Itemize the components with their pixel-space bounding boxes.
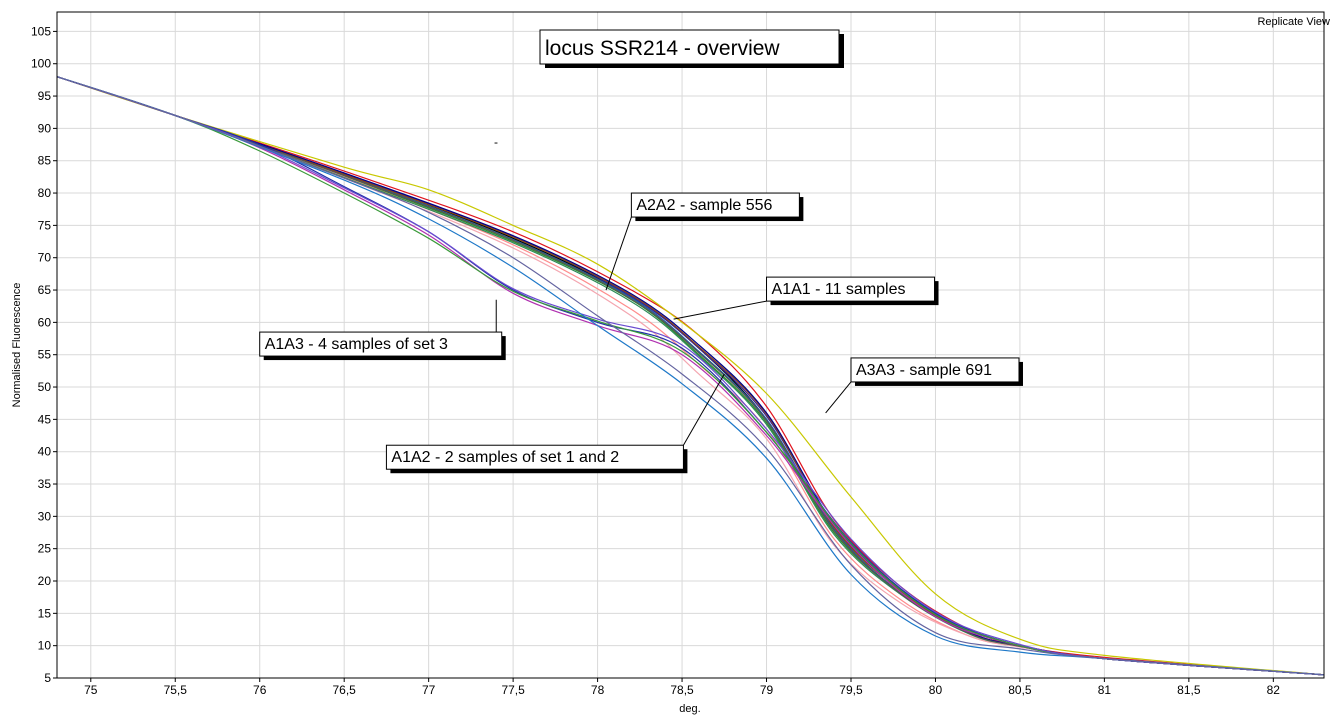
annotation-box <box>630 192 800 218</box>
y-tick-label: 15 <box>38 606 52 620</box>
melt-curve-line <box>56 76 1325 676</box>
y-tick-label: 10 <box>38 639 52 653</box>
y-tick-label: 90 <box>38 121 52 135</box>
annotation-label: A3A3 - sample 691 <box>856 362 992 379</box>
y-tick-label: 35 <box>38 477 52 491</box>
annotation-label: A1A3 - 4 samples of set 3 <box>265 336 448 353</box>
y-tick-label: 45 <box>38 412 52 426</box>
annotation-callout: A1A1 - 11 samples <box>673 276 939 320</box>
y-axis-title: Normalised Fluorescence <box>11 283 23 408</box>
annotation-callout: A1A2 - 2 samples of set 1 and 2 <box>385 373 725 474</box>
annotation-leader-line <box>673 300 767 320</box>
x-tick-label: 75 <box>84 683 98 697</box>
chart-title-box: locus SSR214 - overview <box>539 29 844 68</box>
y-tick-label: 85 <box>38 154 52 168</box>
annotation-leader-line <box>682 373 725 446</box>
x-axis-title: deg. <box>679 703 700 715</box>
x-tick-label: 78,5 <box>670 683 694 697</box>
y-tick-label: 105 <box>31 24 51 38</box>
y-tick-label: 30 <box>38 509 52 523</box>
annotation-callout: A1A3 - 4 samples of set 3 <box>259 299 506 361</box>
annotation-callout: A3A3 - sample 691 <box>825 357 1023 414</box>
y-tick-label: 55 <box>38 348 52 362</box>
melt-curve-line <box>56 76 1325 676</box>
x-tick-label: 81,5 <box>1177 683 1201 697</box>
x-tick-label: 77 <box>422 683 436 697</box>
annotation-box <box>766 276 936 302</box>
y-tick-label: 25 <box>38 542 52 556</box>
x-tick-label: 76,5 <box>333 683 357 697</box>
annotation-leader-line <box>825 381 852 414</box>
x-tick-label: 81 <box>1098 683 1112 697</box>
y-tick-label: 20 <box>38 574 52 588</box>
annotation-label: A1A1 - 11 samples <box>772 281 906 298</box>
y-tick-label: 80 <box>38 186 52 200</box>
y-tick-label: 50 <box>38 380 52 394</box>
x-tick-label: 79,5 <box>839 683 863 697</box>
y-tick-label: 65 <box>38 283 52 297</box>
annotation-label: A2A2 - sample 556 <box>636 197 772 214</box>
x-tick-label: 78 <box>591 683 605 697</box>
annotation-leader-line <box>605 216 632 291</box>
x-tick-label: 82 <box>1267 683 1281 697</box>
y-tick-label: 100 <box>31 57 51 71</box>
x-tick-label: 80,5 <box>1008 683 1032 697</box>
x-tick-label: 77,5 <box>501 683 525 697</box>
y-tick-label: 95 <box>38 89 52 103</box>
x-tick-label: 80 <box>929 683 943 697</box>
x-tick-label: 79 <box>760 683 774 697</box>
stray-dash-mark: - <box>494 135 498 149</box>
x-tick-label: 75,5 <box>164 683 188 697</box>
y-tick-label: 40 <box>38 445 52 459</box>
x-tick-label: 76 <box>253 683 267 697</box>
chart-title: locus SSR214 - overview <box>545 37 780 60</box>
annotation-label: A1A2 - 2 samples of set 1 and 2 <box>391 449 619 466</box>
annotation-box <box>850 357 1020 383</box>
plot-area-frame <box>56 11 1325 679</box>
annotation-callout: A2A2 - sample 556 <box>605 192 804 291</box>
melt-curve-line <box>56 76 1325 676</box>
y-tick-label: 5 <box>44 671 51 685</box>
melt-curve-line <box>56 76 1325 676</box>
y-tick-label: 70 <box>38 251 52 265</box>
y-tick-label: 75 <box>38 218 52 232</box>
y-tick-label: 60 <box>38 315 52 329</box>
replicate-view-label[interactable]: Replicate View <box>1257 16 1330 28</box>
annotation-box <box>259 331 503 357</box>
annotation-box <box>385 444 684 470</box>
